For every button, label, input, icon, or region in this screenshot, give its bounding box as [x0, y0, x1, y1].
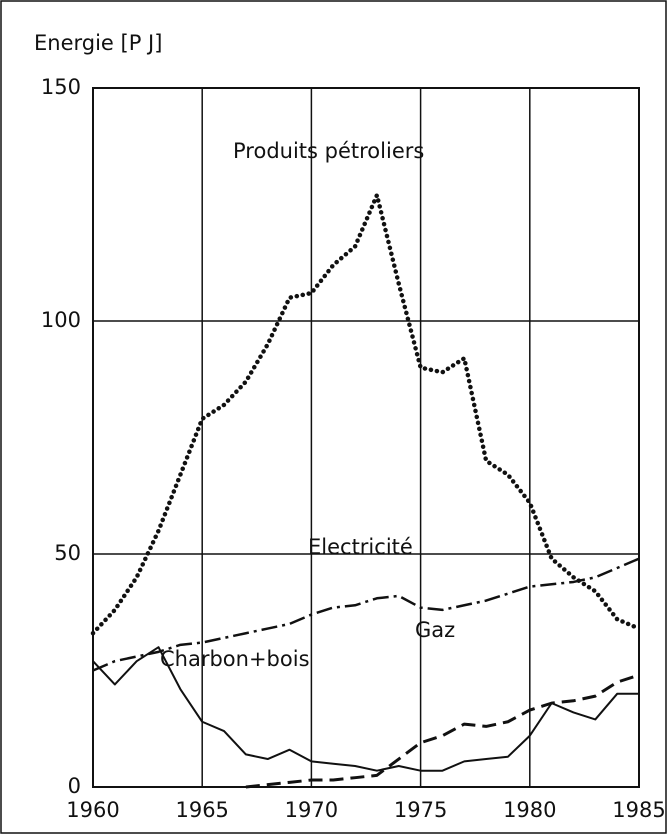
x-tick-label: 1960	[66, 798, 119, 822]
series-line	[90, 192, 642, 636]
series-label: Electricité	[308, 535, 413, 559]
y-tick-label: 150	[41, 75, 81, 99]
series-label: Charbon+bois	[160, 647, 310, 671]
x-tick-label: 1965	[175, 798, 228, 822]
x-tick-label: 1975	[394, 798, 447, 822]
series-line	[245, 673, 640, 789]
series-label: Gaz	[415, 618, 455, 642]
plot-frame	[92, 87, 640, 788]
x-tick-label: 1980	[503, 798, 556, 822]
y-tick-label: 50	[54, 541, 81, 565]
y-axis-label: Energie [P J]	[34, 31, 162, 55]
x-tick-label: 1970	[285, 798, 338, 822]
series-line	[92, 646, 639, 772]
series-label: Produits pétroliers	[233, 139, 424, 163]
y-tick-label: 0	[68, 774, 81, 798]
x-tick-label: 1985	[612, 798, 665, 822]
series-line	[92, 557, 640, 672]
y-tick-label: 100	[41, 308, 81, 332]
